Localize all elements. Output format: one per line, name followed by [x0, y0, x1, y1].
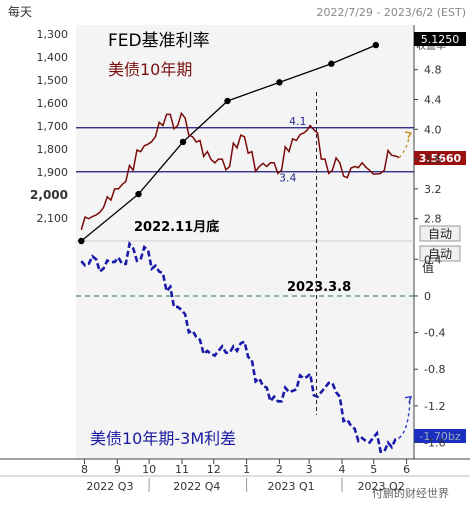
fed-rate-dot: [179, 138, 187, 146]
x-tick-label: 12: [207, 463, 221, 476]
march-annotation: 2023.3.8: [287, 280, 351, 295]
yield-tick-label: 3.6: [424, 153, 442, 166]
spread-subtitle: 美债10年期-3M利差: [90, 429, 236, 448]
auto-button-top[interactable]: [419, 225, 461, 242]
treasury-forecast-head: [404, 131, 413, 139]
quarter-label: 2023 Q1: [268, 480, 315, 493]
spread-tick-label: -1.6: [424, 437, 445, 450]
x-tick-label: 10: [142, 463, 156, 476]
x-tick-label: 2: [276, 463, 283, 476]
sp-tick-label: 1,700: [37, 120, 69, 133]
yield-tick-label: 4.8: [424, 64, 442, 77]
x-tick-label: 11: [175, 463, 189, 476]
spread-forecast-head: [404, 395, 413, 403]
frequency-label: 每天: [8, 4, 32, 19]
watermark: 付鹏的财经世界: [372, 486, 449, 500]
date-range-label: 2022/7/29 - 2023/6/2 (EST): [317, 6, 467, 19]
fed-rate-dot: [276, 79, 283, 86]
x-tick-label: 4: [338, 463, 345, 476]
spread-tick-label: 0: [424, 290, 431, 303]
quarter-label: 2022 Q4: [173, 480, 220, 493]
fed-rate-title: FED基准利率: [108, 31, 210, 51]
sp-tick-label: 1,300: [37, 28, 69, 41]
fed-rate-dot: [372, 41, 380, 49]
fed-last-badge: [414, 32, 466, 46]
spread-last-value: -1.70bz: [419, 430, 460, 443]
auto-label-bottom: 自动: [428, 247, 452, 261]
treasury-subtitle: 美债10年期: [108, 60, 192, 79]
yield-tick-label: 4.4: [424, 93, 442, 106]
treasury-last-value: 3.5660: [419, 152, 462, 165]
quarter-label: 2022 Q3: [86, 480, 133, 493]
x-tick-label: 8: [81, 463, 88, 476]
yield-tick-label: 3.2: [424, 183, 442, 196]
spread-tick-label: -1.2: [424, 400, 445, 413]
nov-annotation: 2022.11月底: [134, 219, 219, 235]
fed-last-value: 5.1250: [421, 33, 460, 46]
sp-tick-label: 2,000: [30, 188, 68, 202]
x-tick-label: 3: [306, 463, 313, 476]
fed-rate-dot: [78, 237, 85, 245]
x-tick-label: 1: [243, 463, 250, 476]
yield-tick-label: 4.0: [424, 123, 442, 136]
value-axis-label: 值: [422, 260, 434, 275]
quarter-label: 2023 Q2: [358, 480, 405, 493]
ref-label: 4.1: [289, 115, 307, 128]
sp-tick-label: 2,100: [37, 212, 69, 225]
spread-tick-label: 0.4: [424, 253, 442, 266]
treasury-10y-line: [80, 111, 400, 231]
fed-rate-dot: [224, 97, 231, 105]
auto-button-bottom[interactable]: [419, 245, 461, 262]
sp-tick-label: 1,600: [37, 97, 69, 110]
sp-tick-label: 1,500: [37, 74, 69, 87]
bottom-panel-bg: [76, 241, 414, 459]
spread-last-badge: [414, 429, 466, 443]
fed-rate-dot: [328, 60, 335, 67]
x-tick-label: 6: [403, 463, 410, 476]
spread-tick-label: -0.8: [424, 363, 445, 376]
x-tick-label: 9: [114, 463, 121, 476]
sp-tick-label: 1,800: [37, 143, 69, 156]
ref-label: 3.4: [279, 172, 297, 185]
sp-tick-label: 1,400: [37, 51, 69, 64]
spread-line: [80, 240, 400, 453]
auto-label-top: 自动: [428, 227, 452, 241]
x-tick-label: 5: [370, 463, 377, 476]
treasury-last-badge: [414, 151, 466, 165]
spread-tick-label: -0.4: [424, 327, 445, 340]
yield-tick-label: 2.8: [424, 213, 442, 226]
top-panel-bg: [76, 25, 414, 241]
fed-rate-dot: [135, 190, 142, 198]
sp-tick-label: 1,900: [37, 166, 69, 179]
